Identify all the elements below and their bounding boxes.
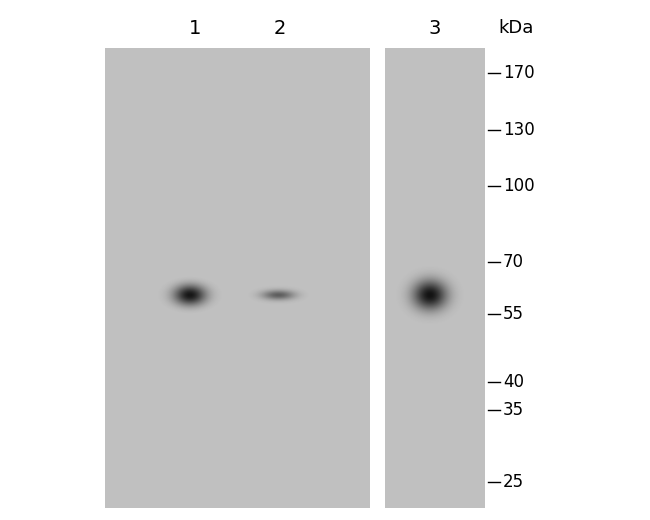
Text: 40: 40 [503, 373, 524, 391]
Text: 2: 2 [274, 19, 286, 37]
Text: 55: 55 [503, 305, 524, 323]
Text: 1: 1 [188, 19, 202, 37]
Text: 70: 70 [503, 253, 524, 271]
Text: 170: 170 [503, 64, 534, 82]
Text: kDa: kDa [498, 19, 534, 37]
Bar [385, 48, 485, 508]
Text: 3: 3 [429, 19, 441, 37]
Text: 25: 25 [503, 473, 524, 491]
Text: 35: 35 [503, 401, 524, 420]
Bar [105, 48, 370, 508]
Text: 130: 130 [503, 121, 535, 139]
Text: 100: 100 [503, 177, 534, 196]
